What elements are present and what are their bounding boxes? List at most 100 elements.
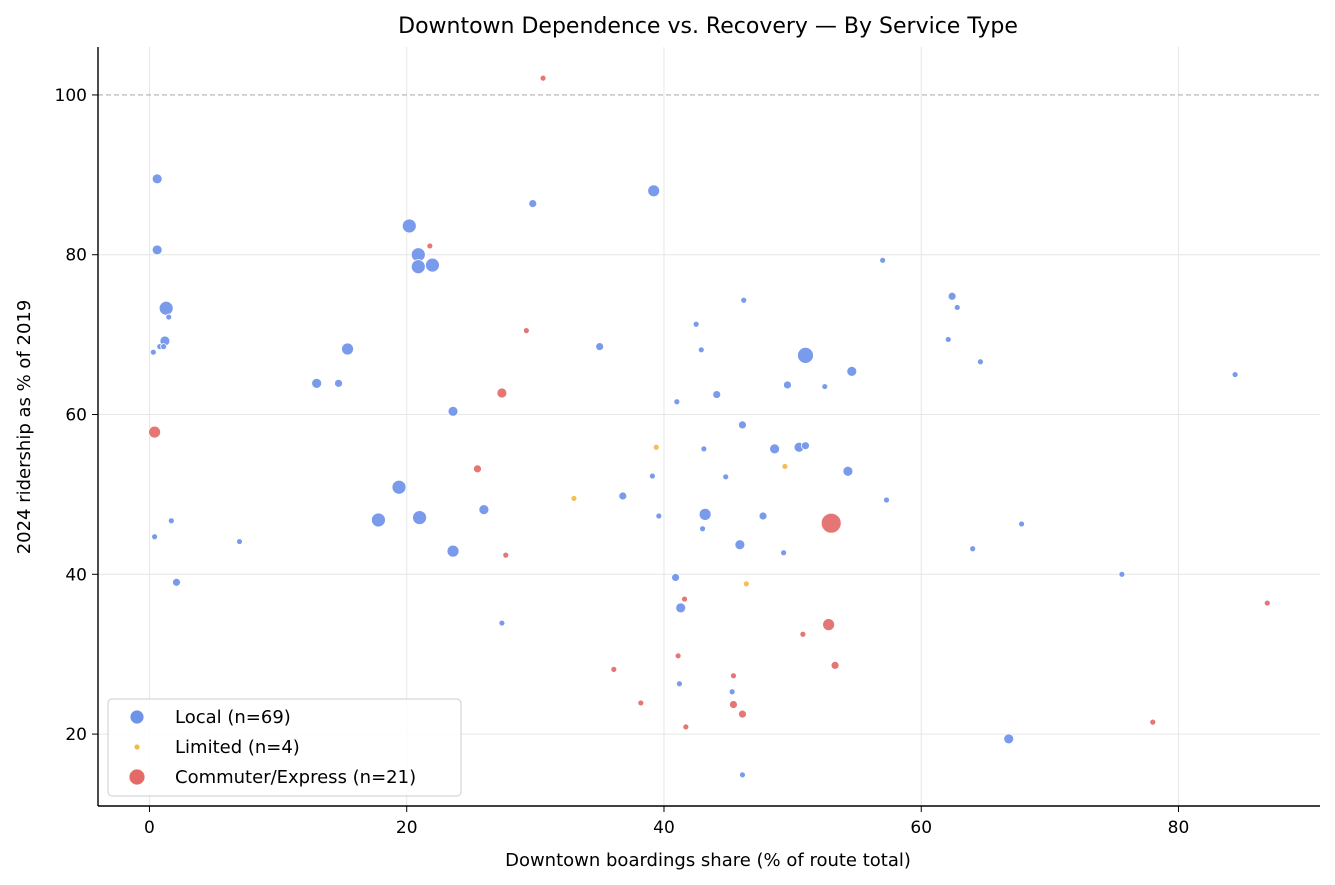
data-point xyxy=(822,618,836,632)
data-point xyxy=(675,602,687,614)
data-point xyxy=(846,365,858,377)
x-axis-label: Downtown boardings share (% of route tot… xyxy=(505,850,911,871)
data-point xyxy=(673,398,681,406)
data-point xyxy=(158,300,174,316)
legend-label: Commuter/Express (n=21) xyxy=(175,767,416,788)
legend-box xyxy=(107,698,462,797)
data-point xyxy=(742,580,750,588)
data-point xyxy=(740,296,748,304)
data-point xyxy=(944,336,952,343)
x-tick-label: 20 xyxy=(396,818,418,838)
data-point xyxy=(797,346,814,364)
data-point xyxy=(739,771,746,779)
data-point xyxy=(879,256,887,264)
data-point xyxy=(167,517,175,525)
data-point xyxy=(151,533,158,541)
data-point xyxy=(730,672,737,680)
data-point xyxy=(682,723,690,731)
data-point xyxy=(426,242,434,250)
data-point xyxy=(172,577,181,587)
legend-marker xyxy=(133,743,141,751)
data-point xyxy=(1003,733,1015,745)
data-point xyxy=(969,545,977,553)
data-point xyxy=(539,74,547,82)
tick-labels: 0 20 40 60 80 20 40 60 80 100 xyxy=(55,86,1190,838)
y-tick-label: 40 xyxy=(65,565,87,585)
x-tick-label: 80 xyxy=(1168,818,1190,838)
data-point xyxy=(570,495,578,502)
data-point xyxy=(652,443,660,451)
data-point xyxy=(401,218,417,234)
data-point xyxy=(496,387,508,399)
data-point xyxy=(595,342,605,352)
axes xyxy=(92,47,1320,812)
data-point xyxy=(769,443,781,455)
data-point xyxy=(1118,570,1126,578)
legend: Local (n=69) Limited (n=4) Commuter/Expres… xyxy=(107,698,462,797)
data-point xyxy=(738,420,747,430)
data-point xyxy=(883,496,890,504)
series-1 xyxy=(570,443,789,588)
data-point xyxy=(699,525,706,533)
data-point xyxy=(674,652,682,660)
data-point xyxy=(947,291,957,301)
data-point xyxy=(801,441,810,451)
data-point xyxy=(697,346,705,354)
legend-marker xyxy=(128,768,146,786)
data-point xyxy=(783,380,792,390)
data-point xyxy=(1149,718,1157,726)
data-point xyxy=(820,512,842,534)
data-points xyxy=(148,74,1271,779)
data-point xyxy=(728,688,736,696)
data-point xyxy=(681,595,688,603)
y-tick-label: 60 xyxy=(65,406,87,426)
data-point xyxy=(799,630,807,638)
data-point xyxy=(391,479,407,495)
data-point xyxy=(151,244,163,256)
x-tick-label: 60 xyxy=(910,818,932,838)
data-point xyxy=(676,680,683,688)
data-point xyxy=(649,472,656,480)
data-point xyxy=(758,511,768,521)
data-point xyxy=(1263,599,1271,607)
data-point xyxy=(618,491,628,501)
legend-label: Limited (n=4) xyxy=(175,737,300,758)
data-point xyxy=(236,538,243,545)
data-point xyxy=(498,619,506,627)
data-point xyxy=(148,425,161,439)
data-point xyxy=(165,313,173,321)
data-point xyxy=(151,173,163,185)
data-point xyxy=(977,358,984,366)
data-point xyxy=(780,549,788,557)
data-point xyxy=(528,199,538,208)
x-tick-label: 40 xyxy=(653,818,675,838)
y-axis-label: 2024 ridership as % of 2019 xyxy=(14,300,35,555)
y-tick-label: 20 xyxy=(65,725,87,745)
y-tick-label: 80 xyxy=(65,246,87,266)
data-point xyxy=(738,709,747,719)
data-point xyxy=(698,507,712,521)
legend-label: Local (n=69) xyxy=(175,707,291,728)
data-point xyxy=(842,465,854,477)
data-point xyxy=(371,512,386,528)
data-point xyxy=(1231,371,1239,378)
data-point xyxy=(647,184,661,198)
data-point xyxy=(522,327,530,335)
data-point xyxy=(821,383,829,390)
data-point xyxy=(655,512,663,520)
data-point xyxy=(410,259,426,275)
data-point xyxy=(447,405,459,417)
x-tick-label: 0 xyxy=(144,818,155,838)
y-tick-label: 100 xyxy=(55,86,87,106)
data-point xyxy=(830,660,840,670)
data-point xyxy=(341,342,354,356)
chart-title: Downtown Dependence vs. Recovery — By Se… xyxy=(398,14,1018,39)
data-point xyxy=(502,551,510,559)
data-point xyxy=(149,348,157,356)
data-point xyxy=(425,257,440,273)
data-point xyxy=(729,700,738,709)
legend-marker xyxy=(129,709,145,725)
data-point xyxy=(334,378,343,388)
data-point xyxy=(692,320,700,328)
